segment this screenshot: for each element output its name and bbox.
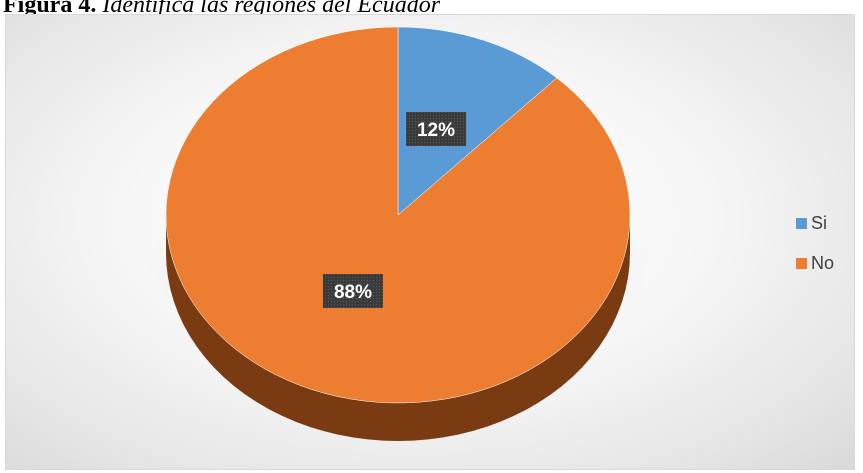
legend-item-no: No (796, 251, 834, 275)
legend-swatch-no (796, 257, 807, 269)
figure-caption-number: Figura 4. (3, 0, 97, 18)
chart-area: 12% 88% Si No (5, 14, 855, 470)
legend-label-si: Si (811, 212, 828, 233)
pie-side-no (166, 215, 630, 441)
figure-caption: Figura 4. Identifica las regiones del Ec… (3, 0, 440, 18)
chart-legend: Si No (796, 211, 834, 291)
data-label-no: 88% (334, 282, 372, 303)
legend-label-no: No (811, 252, 835, 273)
pie-slice-si (397, 26, 558, 216)
data-label-box-no (323, 274, 383, 308)
legend-swatch-si (796, 217, 807, 229)
figure-caption-text: Identifica las regiones del Ecuador (96, 0, 441, 18)
pie-slice-no (165, 26, 631, 404)
legend-item-si: Si (796, 211, 834, 235)
data-label-si: 12% (417, 120, 455, 141)
data-label-box-si (406, 112, 466, 146)
pie-chart: 12% 88% (146, 26, 650, 441)
